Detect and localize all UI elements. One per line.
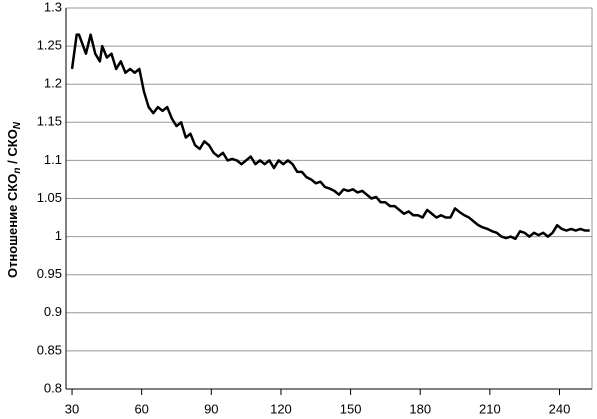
x-tick-label: 150: [340, 401, 362, 416]
y-axis-label: Отношение СКОn / СКОN: [5, 121, 22, 278]
y-label-part: / СКО: [5, 129, 20, 167]
y-label-sub: N: [12, 121, 23, 129]
x-tick-label: 180: [409, 401, 431, 416]
y-tick-label: 1.3: [44, 0, 62, 14]
x-tick-label: 240: [549, 401, 571, 416]
y-label-sub: n: [12, 167, 23, 173]
y-tick-label: 0.9: [44, 304, 62, 319]
y-tick-label: 0.8: [44, 380, 62, 395]
y-label-part: Отношение СКО: [5, 174, 20, 278]
y-tick-label: 1.05: [37, 190, 62, 205]
data-line: [70, 33, 590, 241]
x-tick-label: 60: [134, 401, 148, 416]
y-tick-label: 1.1: [44, 152, 62, 167]
y-tick-label: 1.15: [37, 114, 62, 129]
x-tick-label: 120: [270, 401, 292, 416]
y-tick-label: 0.95: [37, 266, 62, 281]
x-tick-label: 90: [204, 401, 218, 416]
x-tick-label: 30: [65, 401, 79, 416]
x-tick-label: 210: [479, 401, 501, 416]
y-tick-label: 1.25: [37, 38, 62, 53]
y-tick-label: 1.2: [44, 76, 62, 91]
y-tick-label: 1: [55, 228, 62, 243]
y-tick-label: 0.85: [37, 342, 62, 357]
